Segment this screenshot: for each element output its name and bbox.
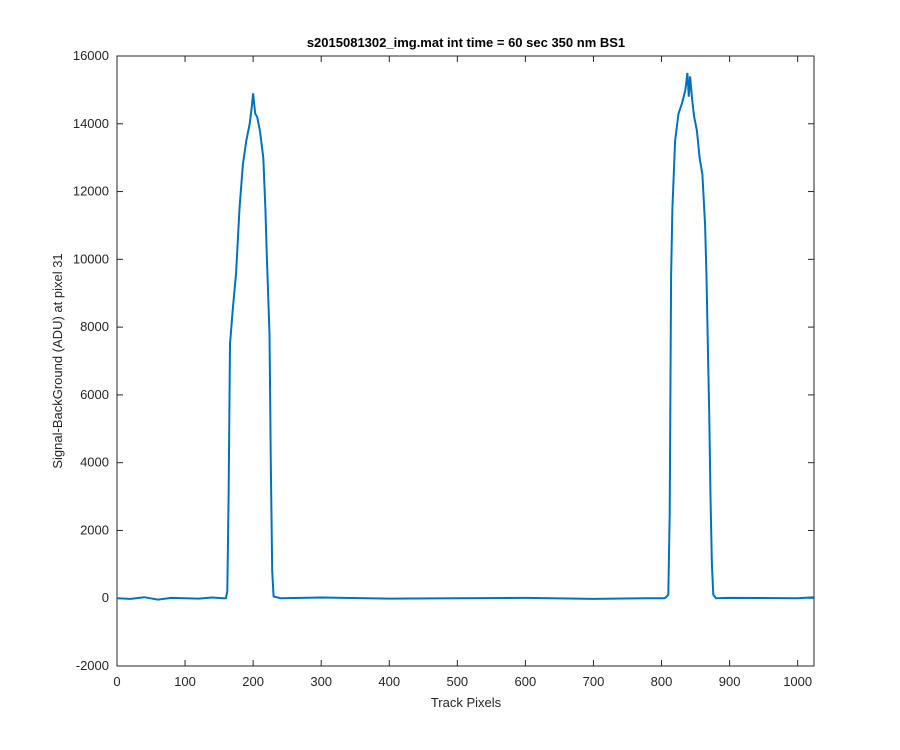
plot-area: 0 100 200 300 400 500 600 700 800 900 1000 -2000 0 2… (73, 48, 815, 689)
x-tick-label: 700 (583, 674, 605, 689)
x-axis-title: Track Pixels (431, 695, 502, 710)
y-tick-label: -2000 (76, 658, 109, 673)
chart-title: s2015081302_img.mat int time = 60 sec 35… (307, 35, 625, 50)
y-tick-label: 2000 (80, 522, 109, 537)
y-axis-title: Signal-BackGround (ADU) at pixel 31 (50, 253, 65, 468)
y-tick-label: 14000 (73, 116, 109, 131)
y-tick-label: 4000 (80, 455, 109, 470)
x-tick-label: 600 (515, 674, 537, 689)
x-tick-label: 1000 (783, 674, 812, 689)
x-tick-label: 500 (446, 674, 468, 689)
y-tick-label: 10000 (73, 251, 109, 266)
y-tick-label: 6000 (80, 387, 109, 402)
x-tick-label: 800 (651, 674, 673, 689)
y-tick-label: 0 (102, 590, 109, 605)
x-tick-label: 400 (378, 674, 400, 689)
x-tick-label: 200 (242, 674, 264, 689)
x-tick-label: 0 (113, 674, 120, 689)
x-axis: 0 100 200 300 400 500 600 700 800 900 1000 (113, 56, 812, 689)
x-tick-label: 300 (310, 674, 332, 689)
y-tick-label: 12000 (73, 184, 109, 199)
y-axis: -2000 0 2000 4000 6000 8000 10000 12000 14000 160… (73, 48, 814, 673)
y-tick-label: 16000 (73, 48, 109, 63)
plot-frame (116, 55, 815, 667)
x-tick-label: 900 (719, 674, 741, 689)
y-tick-label: 8000 (80, 319, 109, 334)
signal-series-line (116, 72, 815, 601)
x-tick-label: 100 (174, 674, 196, 689)
